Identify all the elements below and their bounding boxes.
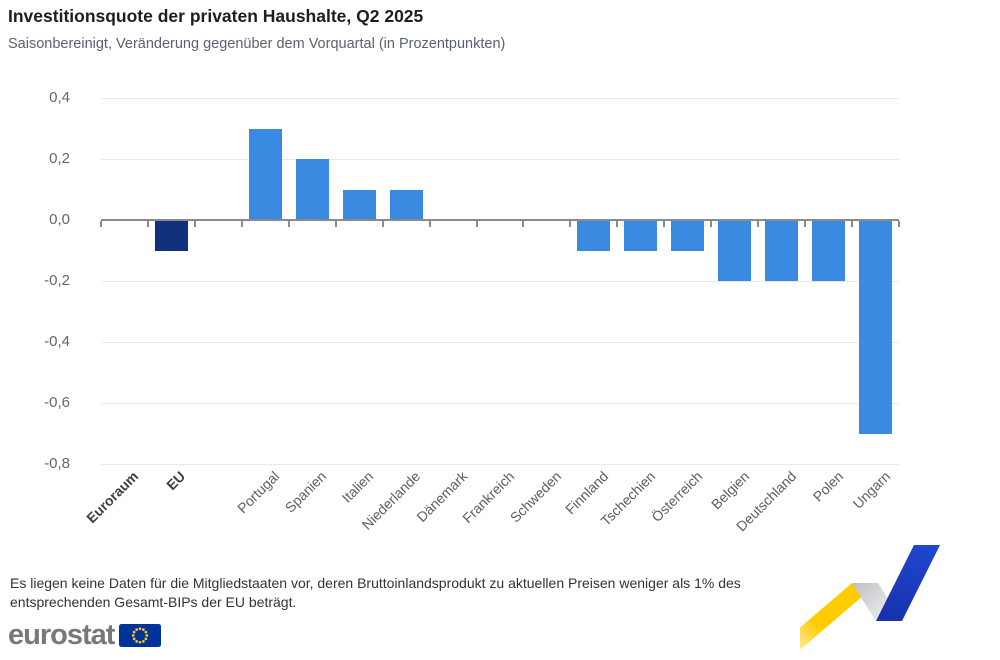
y-axis-label--0,6: -0,6 xyxy=(44,394,70,411)
y-axis-label--0,2: -0,2 xyxy=(44,272,70,289)
bar-polen xyxy=(812,220,846,281)
axis-tick xyxy=(146,221,149,227)
axis-tick xyxy=(240,221,243,227)
y-axis-label-0,2: 0,2 xyxy=(49,150,70,167)
gridline--0,4 xyxy=(101,341,899,343)
y-axis-label-0,0: 0,0 xyxy=(49,211,70,228)
axis-tick xyxy=(522,221,525,227)
eurostat-ribbon-graphic xyxy=(800,545,940,650)
axis-tick xyxy=(100,221,102,227)
axis-tick xyxy=(804,221,807,227)
gridline--0,2 xyxy=(101,280,899,282)
gridline--0,8 xyxy=(101,463,899,465)
gridline-0,4 xyxy=(101,97,899,99)
axis-tick xyxy=(898,221,900,227)
bar-tschechien xyxy=(624,220,658,251)
bar-finnland xyxy=(577,220,611,251)
y-axis-label-0,4: 0,4 xyxy=(49,89,70,106)
bar-eu xyxy=(154,220,188,251)
bar-niederlande xyxy=(389,189,423,220)
bar-spanien xyxy=(295,159,329,220)
bar-italien xyxy=(342,189,376,220)
axis-tick xyxy=(710,221,713,227)
axis-tick xyxy=(428,221,431,227)
footnote: Es liegen keine Daten für die Mitgliedst… xyxy=(10,575,741,610)
y-axis-label--0,4: -0,4 xyxy=(44,333,70,350)
bar-österreich xyxy=(671,220,705,251)
page-subtitle: Saisonbereinigt, Veränderung gegenüber d… xyxy=(8,36,506,52)
axis-tick xyxy=(616,221,619,227)
bar-portugal xyxy=(248,128,282,220)
axis-tick xyxy=(287,221,290,227)
zero-axis-line xyxy=(101,219,899,221)
axis-tick xyxy=(475,221,478,227)
axis-tick xyxy=(334,221,337,227)
eurostat-logo-text: eurostat xyxy=(8,619,115,651)
gridline--0,6 xyxy=(101,402,899,404)
axis-tick xyxy=(569,221,572,227)
y-axis-label--0,8: -0,8 xyxy=(44,455,70,472)
axis-tick xyxy=(381,221,384,227)
axis-tick xyxy=(851,221,854,227)
bar-belgien xyxy=(718,220,752,281)
axis-tick xyxy=(757,221,760,227)
bar-ungarn xyxy=(859,220,893,434)
axis-tick xyxy=(193,221,196,227)
ribbon-blue-segment xyxy=(876,545,940,621)
gridline-0,2 xyxy=(101,158,899,160)
chart-plot-area xyxy=(100,97,900,465)
eu-flag-icon xyxy=(119,623,162,647)
bar-deutschland xyxy=(765,220,799,281)
axis-tick xyxy=(663,221,666,227)
eurostat-logo: eurostat xyxy=(8,619,162,651)
page-title: Investitionsquote der privaten Haushalte… xyxy=(8,6,424,26)
